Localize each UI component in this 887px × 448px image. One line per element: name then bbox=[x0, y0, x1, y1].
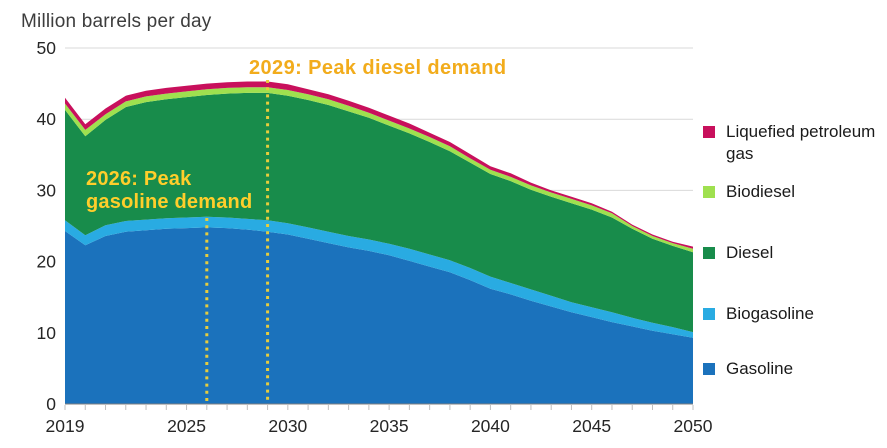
area-biogasoline bbox=[65, 216, 693, 338]
chart-title: Million barrels per day bbox=[21, 11, 212, 32]
legend-item-lpg: Liquefied petroleum gas bbox=[703, 121, 878, 165]
x-tick-label-2050: 2050 bbox=[674, 416, 713, 436]
annotation-peak-gasoline: 2026: Peak gasoline demand bbox=[86, 168, 253, 213]
area-liquefied-petroleum-gas bbox=[65, 81, 693, 249]
biodiesel-swatch-icon bbox=[703, 186, 715, 198]
legend-item-diesel: Diesel bbox=[703, 242, 878, 264]
legend-label-lpg: Liquefied petroleum gas bbox=[726, 122, 876, 163]
legend-item-biodiesel: Biodiesel bbox=[703, 181, 878, 203]
legend-label-biodiesel: Biodiesel bbox=[726, 182, 795, 201]
x-tick-label-2045: 2045 bbox=[572, 416, 611, 436]
area-biodiesel bbox=[65, 87, 693, 253]
area-diesel bbox=[65, 92, 693, 333]
y-tick-label-40: 40 bbox=[37, 109, 57, 129]
legend-label-biogasoline: Biogasoline bbox=[726, 304, 814, 323]
legend: Liquefied petroleum gas Biodiesel Diesel… bbox=[703, 0, 885, 448]
x-tick-label-2030: 2030 bbox=[268, 416, 307, 436]
y-tick-label-30: 30 bbox=[37, 180, 57, 200]
legend-label-gasoline: Gasoline bbox=[726, 359, 794, 378]
area-gasoline bbox=[65, 227, 693, 404]
y-tick-label-50: 50 bbox=[37, 38, 57, 58]
legend-item-gasoline: Gasoline bbox=[703, 358, 878, 380]
gasoline-swatch-icon bbox=[703, 363, 715, 375]
x-tick-label-2025: 2025 bbox=[167, 416, 206, 436]
y-tick-label-0: 0 bbox=[46, 394, 56, 414]
legend-item-biogasoline: Biogasoline bbox=[703, 303, 878, 325]
x-tick-label-2040: 2040 bbox=[471, 416, 510, 436]
annotation-peak-diesel: 2029: Peak diesel demand bbox=[249, 57, 507, 79]
y-tick-label-20: 20 bbox=[37, 252, 57, 272]
x-tick-label-2019: 2019 bbox=[46, 416, 85, 436]
biogasoline-swatch-icon bbox=[703, 308, 715, 320]
lpg-swatch-icon bbox=[703, 126, 715, 138]
legend-label-diesel: Diesel bbox=[726, 243, 774, 262]
y-tick-label-10: 10 bbox=[37, 323, 57, 343]
diesel-swatch-icon bbox=[703, 247, 715, 259]
x-tick-label-2035: 2035 bbox=[370, 416, 409, 436]
